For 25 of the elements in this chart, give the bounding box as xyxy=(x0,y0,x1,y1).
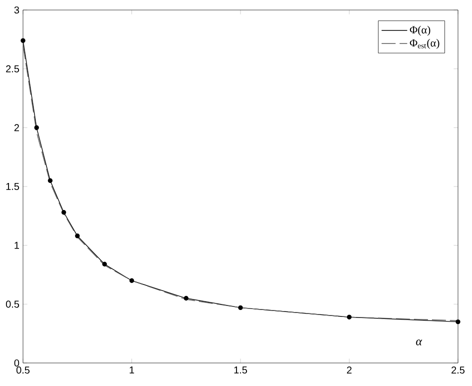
x-tick-label: 2.5 xyxy=(452,366,465,374)
point xyxy=(346,314,352,320)
x-axis-title: α xyxy=(416,340,422,346)
y-tick-label: 1 xyxy=(14,242,19,249)
legend-label: Φ$_{est}$(α) xyxy=(410,38,440,49)
y-tick-label: 1.5 xyxy=(6,183,20,190)
x-tick-label: 1.5 xyxy=(234,366,248,374)
y-tick-label: 0 xyxy=(14,359,20,367)
point xyxy=(238,305,243,310)
y-tick-label: 2 xyxy=(14,124,19,132)
y-tick-label: 0.5 xyxy=(6,300,20,308)
point xyxy=(61,210,66,215)
point xyxy=(456,319,460,324)
point xyxy=(20,38,26,43)
y-tick-label: 2.5 xyxy=(6,65,20,72)
point xyxy=(34,125,39,130)
x-tick-label: 1 xyxy=(130,366,134,374)
point xyxy=(129,278,134,283)
y-tick-label: 3 xyxy=(14,6,20,14)
legend-label: Φ(α) xyxy=(410,26,430,36)
x-tick-label: 2 xyxy=(346,366,352,374)
point xyxy=(48,178,53,183)
point xyxy=(184,296,188,301)
point xyxy=(102,262,107,266)
point xyxy=(75,234,80,238)
